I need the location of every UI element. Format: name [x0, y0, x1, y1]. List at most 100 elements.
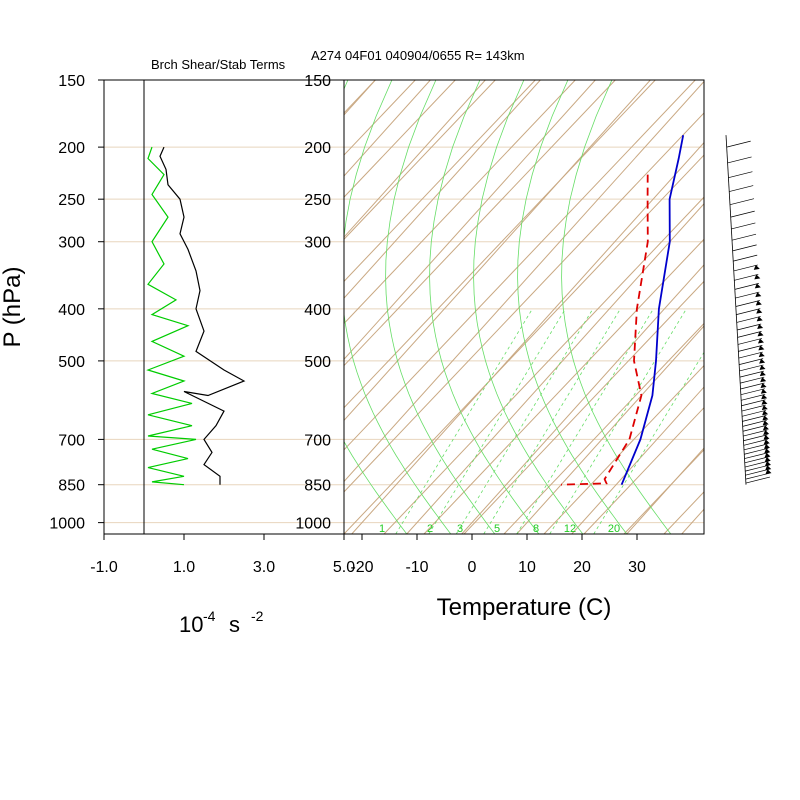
wind-barb [745, 476, 770, 484]
mixing-ratio-line [455, 308, 594, 534]
xlabel-unit-exp: -2 [251, 608, 264, 624]
wind-barb [744, 447, 769, 455]
stability-term-line [146, 146, 197, 486]
wind-barb [743, 438, 768, 446]
wind-barb-flag [762, 420, 769, 426]
wind-barb [740, 388, 765, 396]
wind-barb-flag [764, 461, 771, 467]
temperature-axis-label: Temperature (C) [437, 594, 612, 621]
pressure-tick-right: 400 [304, 302, 331, 319]
wind-barb-flag [765, 465, 772, 471]
wind-barb-flag [756, 308, 763, 314]
dry-adiabat [0, 80, 335, 534]
wind-barb-flag [763, 430, 770, 436]
dry-adiabat [623, 449, 704, 534]
dry-adiabat [583, 406, 704, 534]
wind-barb-flag [764, 452, 771, 458]
left-x-tick-label: -1.0 [90, 559, 118, 576]
wind-barb [741, 393, 766, 401]
left-panel-title: Brch Shear/Stab Terms [151, 57, 286, 72]
wind-barb-flag [761, 405, 768, 411]
pressure-tick-left: 200 [58, 140, 85, 157]
wind-barb [729, 198, 755, 206]
pressure-tick-right: 700 [304, 432, 331, 449]
mixing-ratio-label: 3 [457, 523, 463, 535]
wind-barbs [725, 135, 772, 485]
pressure-tick-left: 400 [58, 302, 85, 319]
wind-barb [730, 210, 755, 218]
wind-barb [743, 434, 768, 442]
wind-barb [744, 460, 770, 468]
wind-barb-staff [725, 135, 747, 485]
dry-adiabat [663, 491, 704, 534]
temp-tick-label: 0 [468, 559, 477, 576]
xlabel-exp: -4 [203, 608, 216, 624]
wind-barb [727, 156, 752, 164]
wind-barb [741, 404, 766, 412]
wind-barb [735, 300, 760, 307]
pressure-tick-right: 1000 [295, 516, 331, 533]
dry-adiabat [784, 80, 800, 534]
dry-adiabat [344, 80, 656, 409]
wind-barb [728, 171, 753, 179]
temp-tick-label: 10 [518, 559, 536, 576]
left-panel-series [146, 146, 246, 486]
mixing-ratio-line [549, 308, 687, 534]
xlabel-base: 10 [179, 612, 203, 637]
moist-adiabat [517, 80, 628, 534]
wind-barb [735, 291, 760, 299]
pressure-tick-left: 850 [58, 478, 85, 495]
wind-barb [737, 331, 762, 338]
wind-barb [738, 345, 763, 352]
wind-barb-flag [757, 338, 764, 344]
wind-barb-flag [764, 443, 771, 449]
dry-adiabat [344, 80, 536, 283]
isotherm [344, 80, 486, 238]
left-x-tick-label: 1.0 [173, 559, 195, 576]
wind-barb-flag [762, 415, 769, 421]
mixing-ratio-label: 12 [564, 523, 576, 535]
isotherm [351, 141, 704, 534]
wind-barb-flag [758, 352, 765, 358]
pressure-tick-left: 250 [58, 192, 85, 209]
shear-term-line [159, 146, 246, 485]
left-panel-grid [104, 79, 344, 534]
pressure-tick-right: 850 [304, 478, 331, 495]
y-axis-label: P (hPa) [0, 267, 26, 348]
right-panel-title: A274 04F01 040904/0655 R= 143km [311, 48, 525, 63]
wind-barb [741, 399, 766, 407]
dry-adiabat [543, 364, 704, 534]
pressure-tick-left: 700 [58, 432, 85, 449]
xlabel-unit: s [229, 612, 240, 637]
dry-adiabat [744, 80, 800, 534]
wind-barb-flag [763, 434, 770, 440]
pressure-tick-right: 300 [304, 235, 331, 252]
wind-barb-flag [761, 394, 768, 400]
mixing-ratio-line [593, 351, 704, 534]
isotherm [626, 447, 704, 534]
pressure-tick-right: 200 [304, 140, 331, 157]
right-panel-grid: 1 2 3 5 8 12 20 [0, 80, 800, 535]
dry-adiabat [503, 322, 704, 534]
isotherm [406, 202, 704, 534]
mixing-ratio-line [483, 308, 621, 534]
wind-barb [729, 185, 754, 192]
moist-adiabat [429, 80, 540, 534]
wind-barb [737, 338, 763, 345]
mixing-ratio-line [428, 308, 566, 534]
left-x-tick-label: 5.0 [333, 559, 355, 576]
mixing-ratio-label: 5 [494, 523, 500, 535]
pressure-tick-left: 500 [58, 354, 85, 371]
wind-barb [734, 273, 759, 281]
isotherm [344, 80, 596, 361]
isotherm [344, 80, 541, 299]
wind-barb-flag [757, 324, 764, 330]
wind-barb-flag [758, 345, 765, 351]
panel-frames [103, 79, 705, 535]
wind-barb-flag [761, 399, 768, 405]
wind-barb-flag [756, 316, 763, 322]
wind-barb-flag [760, 388, 767, 394]
wind-barb [740, 382, 765, 390]
